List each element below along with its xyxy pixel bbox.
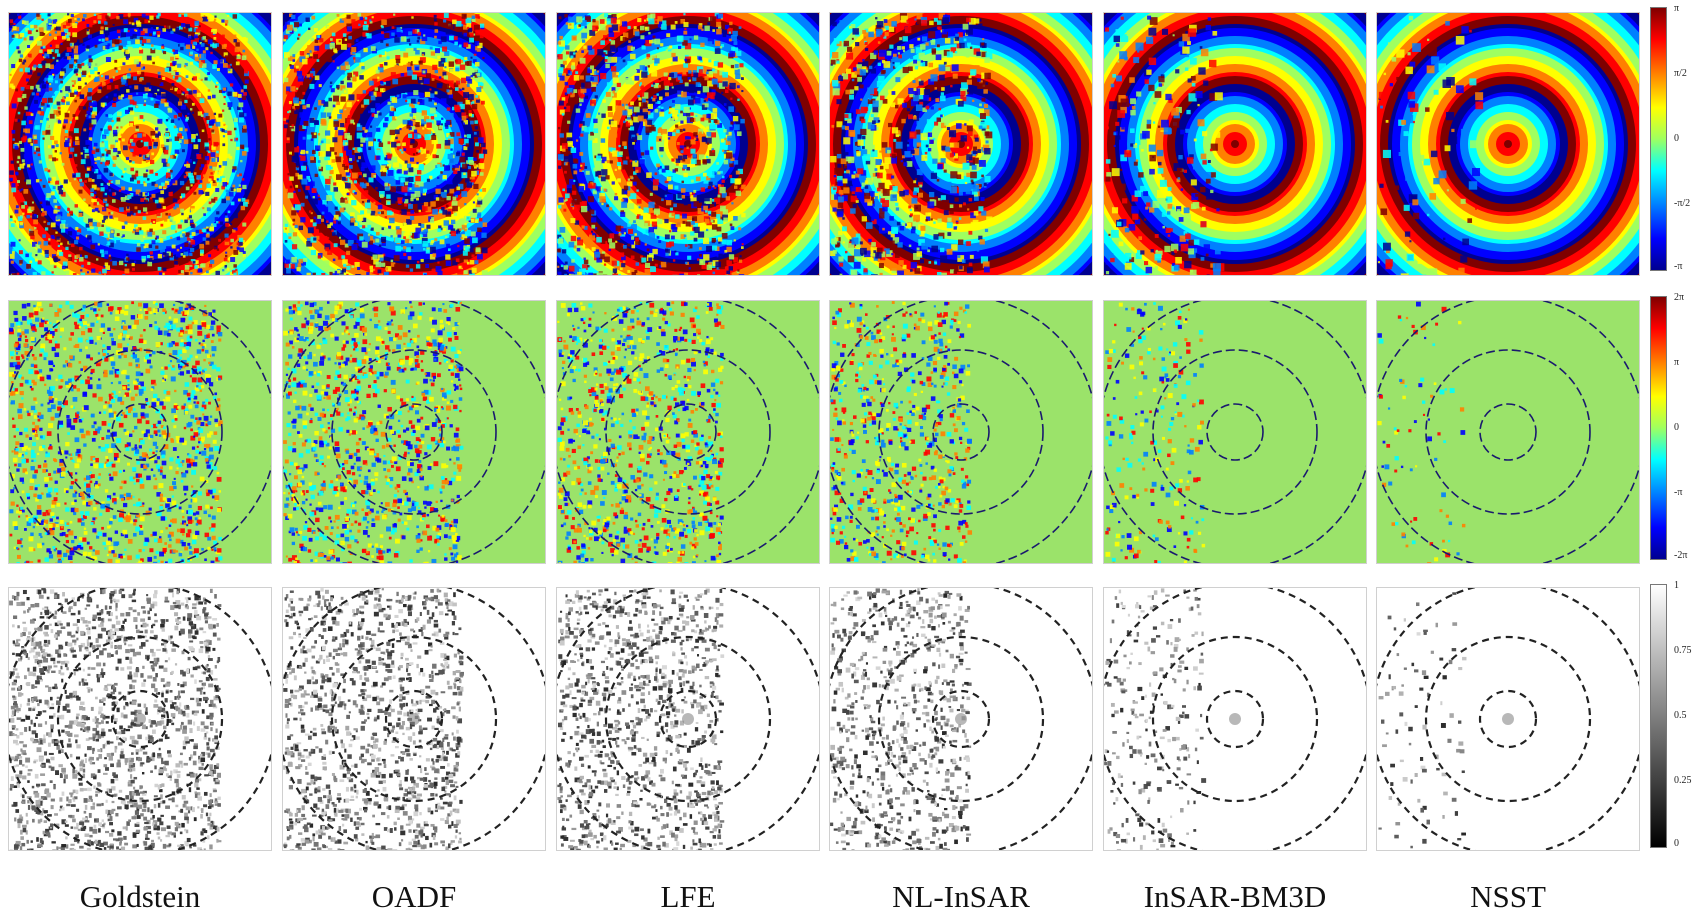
error-tick-label: -2π [1674, 550, 1688, 561]
method-caption-insar-bm3d: InSAR-BM3D [1143, 879, 1327, 914]
phase-panel-goldstein [8, 12, 272, 276]
phase-panel-insar-bm3d [1103, 12, 1367, 276]
method-caption-nl-insar: NL-InSAR [892, 879, 1030, 914]
phase-panel-nsst [1376, 12, 1640, 276]
coherence-tick-label: 0.5 [1674, 710, 1687, 721]
phase-colorbar [1650, 7, 1667, 271]
fringe-image [830, 13, 1092, 275]
fringe-image [1377, 13, 1639, 275]
phase-panel-oadf [282, 12, 546, 276]
method-caption-nsst: NSST [1470, 879, 1546, 914]
phase-tick-label: π [1674, 3, 1680, 14]
error-panel-lfe [556, 300, 820, 564]
fringe-image [283, 13, 545, 275]
error-panel-nsst [1376, 300, 1640, 564]
phase-tick-label: 0 [1674, 133, 1679, 144]
error-tick-label: -π [1674, 487, 1683, 498]
fringe-image [9, 301, 271, 563]
coherence-tick-label: 0.25 [1674, 775, 1692, 786]
coherence-panel-nl-insar [829, 587, 1093, 851]
fringe-image [1104, 301, 1366, 563]
error-panel-oadf [282, 300, 546, 564]
fringe-image [283, 588, 545, 850]
error-panel-goldstein [8, 300, 272, 564]
fringe-image [1377, 301, 1639, 563]
fringe-image [283, 301, 545, 563]
fringe-image [1104, 588, 1366, 850]
error-colorbar [1650, 296, 1667, 560]
coherence-tick-label: 0.75 [1674, 645, 1692, 656]
fringe-image [1104, 13, 1366, 275]
error-tick-label: 2π [1674, 292, 1685, 303]
error-tick-label: 0 [1674, 422, 1679, 433]
coherence-tick-label: 0 [1674, 838, 1679, 849]
fringe-image [9, 588, 271, 850]
method-caption-lfe: LFE [660, 879, 716, 914]
coherence-panel-goldstein [8, 587, 272, 851]
error-panel-insar-bm3d [1103, 300, 1367, 564]
error-tick-label: π [1674, 357, 1680, 368]
phase-tick-label: -π/2 [1674, 198, 1691, 209]
coherence-panel-lfe [556, 587, 820, 851]
fringe-image [9, 13, 271, 275]
coherence-colorbar [1650, 584, 1667, 848]
coherence-panel-insar-bm3d [1103, 587, 1367, 851]
phase-tick-label: -π [1674, 261, 1683, 272]
fringe-image [557, 301, 819, 563]
phase-panel-lfe [556, 12, 820, 276]
fringe-image [557, 13, 819, 275]
phase-tick-label: π/2 [1674, 68, 1687, 79]
phase-panel-nl-insar [829, 12, 1093, 276]
method-caption-oadf: OADF [371, 879, 457, 914]
coherence-panel-oadf [282, 587, 546, 851]
method-caption-goldstein: Goldstein [79, 879, 201, 914]
fringe-image [830, 588, 1092, 850]
coherence-panel-nsst [1376, 587, 1640, 851]
fringe-image [1377, 588, 1639, 850]
fringe-image [557, 588, 819, 850]
fringe-image [830, 301, 1092, 563]
coherence-tick-label: 1 [1674, 580, 1679, 591]
error-panel-nl-insar [829, 300, 1093, 564]
